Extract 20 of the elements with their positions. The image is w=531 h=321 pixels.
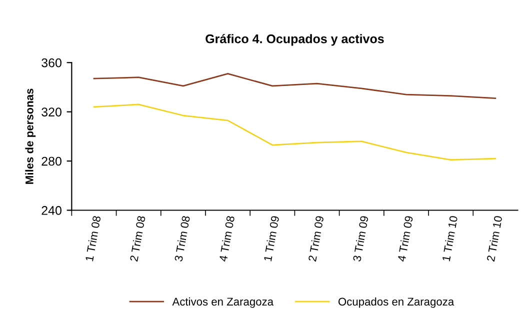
y-tick-label: 320 xyxy=(42,108,62,116)
x-tick-label: 4 Trim 09 xyxy=(397,216,414,262)
line-series xyxy=(93,104,496,160)
legend-label: Activos en Zaragoza xyxy=(172,297,274,308)
x-tick-label: 2 Trim 09 xyxy=(308,216,324,262)
x-tick-label: 2 Trim 10 xyxy=(486,216,502,262)
x-tick-label: 3 Trim 08 xyxy=(174,216,190,262)
x-tick-label: 4 Trim 08 xyxy=(218,216,235,262)
y-tick-label: 240 xyxy=(42,206,62,215)
x-tick-label: 2 Trim 08 xyxy=(130,216,146,262)
legend-label: Ocupados en Zaragoza xyxy=(338,297,454,308)
x-tick-label: 1 Trim 08 xyxy=(85,216,101,262)
y-axis-title: Miles de personas xyxy=(25,88,36,184)
y-tick-label: 280 xyxy=(42,156,62,166)
x-tick-label: 3 Trim 09 xyxy=(352,216,368,262)
x-tick-label: 1 Trim 10 xyxy=(442,216,458,262)
chart-title: Gráfico 4. Ocupados y activos xyxy=(206,34,384,46)
line-series xyxy=(93,72,496,99)
y-tick-label: 360 xyxy=(42,58,62,68)
x-tick-label: 1 Trim 09 xyxy=(263,216,280,262)
